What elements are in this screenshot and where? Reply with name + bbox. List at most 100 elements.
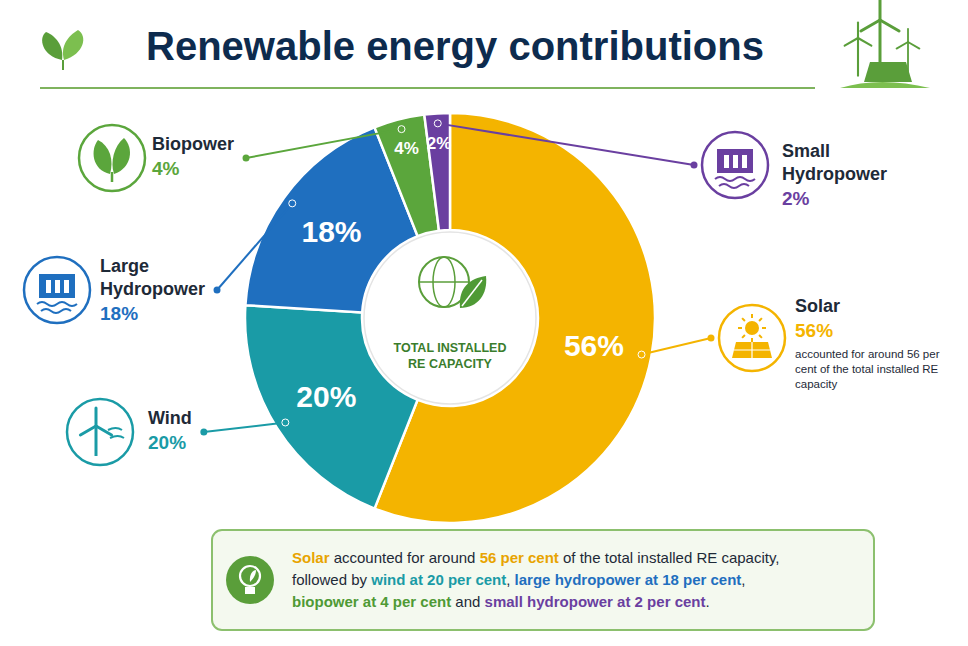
callout-name-line: Wind	[148, 408, 192, 428]
center-leaf-vein	[462, 280, 482, 306]
icon-ray	[738, 327, 742, 329]
leader-line	[204, 422, 286, 432]
data-label: 56%	[564, 329, 624, 362]
icon-ray	[742, 318, 745, 321]
summary-segment: .	[705, 593, 709, 610]
leader-dot	[708, 335, 715, 342]
bulb-disc	[226, 556, 274, 604]
icon-stem	[111, 172, 114, 182]
bulb-leaf	[250, 570, 256, 582]
summary-icon	[226, 556, 274, 604]
slices	[245, 113, 655, 523]
title-ground	[840, 82, 930, 88]
icon-ray	[762, 327, 766, 329]
title: Renewable energy contributions	[146, 24, 764, 68]
callout-name-line: Small	[782, 141, 830, 161]
callout-icon	[702, 132, 768, 198]
turbine-blade	[897, 42, 908, 49]
turbine-pole	[857, 38, 859, 77]
leaf	[63, 30, 83, 60]
icon-leaf	[94, 140, 112, 174]
callout: LargeHydropower18%	[24, 200, 296, 324]
summary-segment: biopower at 4 per cent	[292, 593, 451, 610]
data-labels: 56%20%18%4%2%	[296, 134, 624, 413]
callout-name: Biopower	[152, 134, 234, 154]
icon-water	[37, 302, 77, 313]
summary-segment: and	[451, 593, 484, 610]
callout-icon	[719, 305, 785, 371]
slice	[424, 113, 450, 231]
callout-value: 20%	[148, 432, 186, 453]
turbine-blade	[857, 23, 859, 38]
summary-segment: followed by	[292, 571, 371, 588]
icon-pole	[95, 428, 98, 456]
callout-name-line: Biopower	[152, 134, 234, 154]
icon-wind	[108, 428, 124, 438]
summary-segment: ,	[506, 571, 514, 588]
leader-dot	[214, 287, 221, 294]
summary-frame	[212, 530, 874, 630]
icon-dam-gate	[46, 280, 51, 293]
icon-ray	[759, 318, 762, 321]
bulb-base	[245, 587, 255, 594]
summary-segment: 56 per cent	[480, 549, 559, 566]
leader-dot	[691, 162, 698, 169]
callout-name-line: Large	[100, 256, 149, 276]
data-label: 4%	[394, 139, 419, 158]
turbine-blade	[880, 20, 899, 31]
summary-segment: ,	[741, 571, 745, 588]
icon-blade	[95, 408, 98, 426]
summary-segment: of the total installed RE capacity,	[559, 549, 780, 566]
turbine-blade	[907, 29, 909, 42]
leader-line	[438, 123, 694, 165]
chart: Renewable energy contributions TOTAL INST…	[0, 0, 968, 646]
turbine-blade	[879, 0, 882, 20]
callout: Solar56%accounted for around 56 percent …	[638, 296, 940, 390]
data-label: 18%	[301, 215, 361, 248]
leaf	[42, 32, 62, 60]
summary-segment: wind at 20 per cent	[370, 571, 506, 588]
summary-segment: accounted for around	[330, 549, 480, 566]
summary-segment: large hydropower at 18 per cent	[515, 571, 742, 588]
icon-dam-gate	[64, 280, 69, 293]
summary-line: biopower at 4 per cent and small hydropo…	[292, 593, 710, 610]
icon-frame	[702, 132, 768, 198]
leader-dot	[282, 419, 289, 426]
icon-frame	[24, 257, 90, 323]
leader-line	[642, 338, 711, 355]
turbine	[845, 23, 872, 77]
turbine-blade	[845, 38, 858, 46]
icon-panel	[732, 342, 772, 358]
callout-name-line: Hydropower	[782, 164, 887, 184]
icon-ray	[751, 314, 753, 318]
icon-leaf	[112, 138, 130, 174]
icon-panel-grid	[751, 342, 752, 358]
icon-dam-gate	[742, 155, 747, 168]
callout: Biopower4%	[79, 125, 405, 191]
icon-dam-gate	[55, 280, 60, 293]
icon-dam-gate	[733, 155, 738, 168]
callout-name: Solar	[795, 296, 840, 316]
center-disc	[364, 232, 536, 404]
title-rule	[40, 87, 815, 89]
leader-dot	[638, 351, 645, 358]
summary-box: Solar accounted for around 56 per cent o…	[212, 530, 874, 630]
title-leaves	[42, 30, 83, 70]
icon-dam-gate	[724, 155, 729, 168]
callout: Wind 20%	[67, 399, 289, 465]
callout-name-line: Solar	[795, 296, 840, 316]
callout-name: Wind	[148, 408, 192, 428]
center-globe	[419, 257, 486, 308]
icon-sun	[745, 321, 759, 335]
callout-name: Small Hydropower	[782, 141, 887, 184]
leader-dot	[243, 155, 250, 162]
icon-ray	[742, 335, 745, 338]
icon-frame	[79, 125, 145, 191]
leader-dot	[434, 120, 441, 127]
center-label: TOTAL INSTALLEDRE CAPACITY	[394, 341, 507, 371]
summary-segment: small hydropower at 2 per cent	[485, 593, 706, 610]
callout-icon	[24, 257, 90, 323]
callout: SmallHydropower2%	[434, 120, 887, 209]
callout-icon	[79, 125, 145, 191]
icon-ray	[759, 335, 762, 338]
